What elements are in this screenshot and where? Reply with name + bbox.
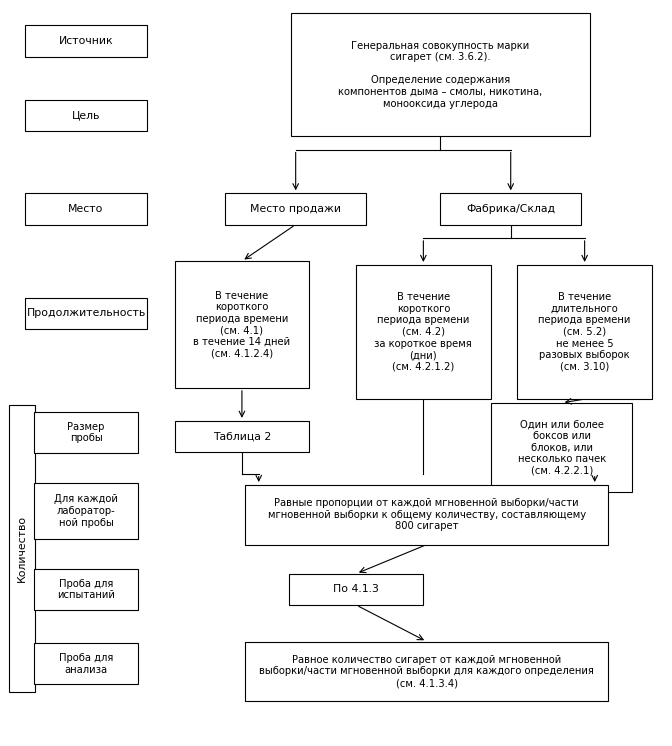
FancyBboxPatch shape bbox=[9, 404, 35, 692]
Text: В течение
длительного
периода времени
(см. 5.2)
не менее 5
разовых выборок
(см. : В течение длительного периода времени (с… bbox=[538, 292, 631, 372]
FancyBboxPatch shape bbox=[517, 265, 652, 399]
FancyBboxPatch shape bbox=[225, 193, 366, 225]
FancyBboxPatch shape bbox=[290, 13, 589, 136]
FancyBboxPatch shape bbox=[245, 642, 608, 701]
FancyBboxPatch shape bbox=[25, 193, 147, 225]
FancyBboxPatch shape bbox=[245, 485, 608, 545]
FancyBboxPatch shape bbox=[175, 261, 309, 388]
Text: Цель: Цель bbox=[72, 110, 100, 121]
Text: Размер
пробы: Размер пробы bbox=[67, 422, 105, 443]
Text: Генеральная совокупность марки
сигарет (см. 3.6.2).

Определение содержания
комп: Генеральная совокупность марки сигарет (… bbox=[338, 40, 542, 109]
FancyBboxPatch shape bbox=[356, 265, 491, 399]
Text: Продолжительность: Продолжительность bbox=[26, 308, 146, 319]
Text: Источник: Источник bbox=[58, 36, 114, 46]
Text: Проба для
анализа: Проба для анализа bbox=[59, 653, 113, 674]
FancyBboxPatch shape bbox=[25, 100, 147, 131]
FancyBboxPatch shape bbox=[34, 483, 138, 539]
Text: Для каждой
лаборатор-
ной пробы: Для каждой лаборатор- ной пробы bbox=[54, 495, 118, 527]
Text: Равное количество сигарет от каждой мгновенной
выборки/части мгновенной выборки : Равное количество сигарет от каждой мгно… bbox=[259, 655, 594, 688]
FancyBboxPatch shape bbox=[25, 298, 147, 329]
Text: В течение
короткого
периода времени
(см. 4.2)
за короткое время
(дни)
(см. 4.2.1: В течение короткого периода времени (см.… bbox=[374, 292, 472, 372]
FancyBboxPatch shape bbox=[289, 574, 423, 605]
FancyBboxPatch shape bbox=[175, 421, 309, 452]
Text: Равные пропорции от каждой мгновенной выборки/части
мгновенной выборки к общему : Равные пропорции от каждой мгновенной вы… bbox=[267, 498, 586, 531]
Text: По 4.1.3: По 4.1.3 bbox=[333, 584, 379, 595]
FancyBboxPatch shape bbox=[34, 412, 138, 454]
Text: Количество: Количество bbox=[17, 515, 27, 582]
FancyBboxPatch shape bbox=[25, 25, 147, 57]
Text: В течение
короткого
периода времени
(см. 4.1)
в течение 14 дней
(см. 4.1.2.4): В течение короткого периода времени (см.… bbox=[194, 290, 290, 359]
FancyBboxPatch shape bbox=[34, 643, 138, 685]
FancyBboxPatch shape bbox=[34, 568, 138, 610]
Text: Проба для
испытаний: Проба для испытаний bbox=[57, 579, 115, 600]
Text: Фабрика/Склад: Фабрика/Склад bbox=[466, 204, 555, 214]
Text: Место продажи: Место продажи bbox=[250, 204, 341, 214]
FancyBboxPatch shape bbox=[491, 403, 632, 492]
FancyBboxPatch shape bbox=[440, 193, 581, 225]
Text: Таблица 2: Таблица 2 bbox=[213, 431, 271, 442]
Text: Один или более
боксов или
блоков, или
несколько пачек
(см. 4.2.2.1): Один или более боксов или блоков, или не… bbox=[517, 419, 606, 476]
Text: Место: Место bbox=[69, 204, 103, 214]
